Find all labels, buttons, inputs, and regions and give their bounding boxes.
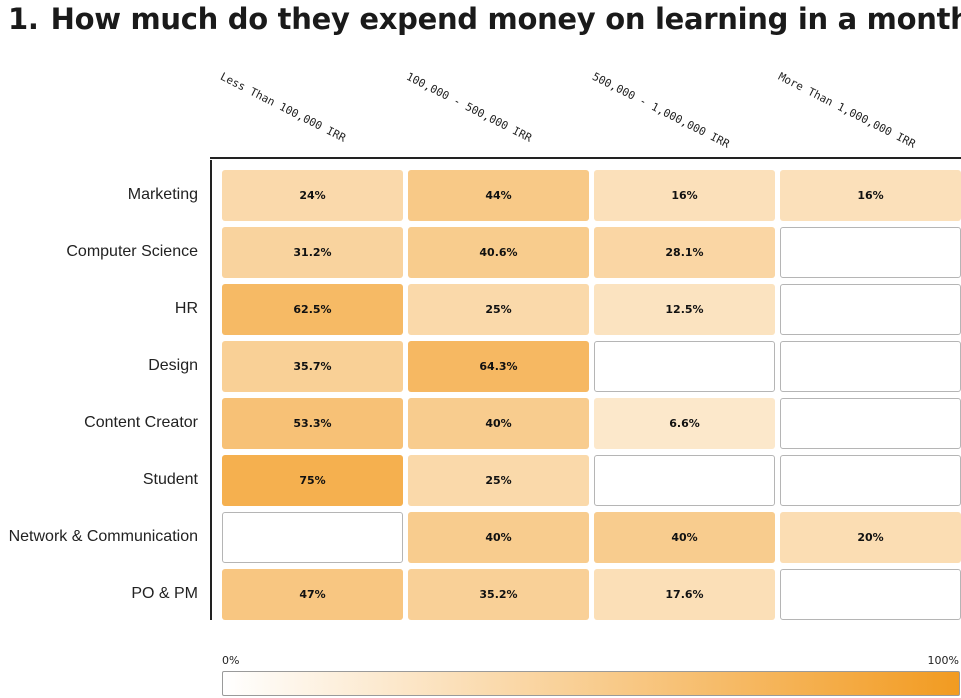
column-header: 100,000 - 500,000 IRR [404,70,534,145]
heatmap-cell [780,341,961,392]
heatmap-cell: 35.2% [408,569,589,620]
row-label: Network & Communication [8,528,198,545]
heatmap-cell: 6.6% [594,398,775,449]
heatmap-cell: 40.6% [408,227,589,278]
heatmap-cell: 12.5% [594,284,775,335]
heatmap-cell: 28.1% [594,227,775,278]
title-number: 1. [8,2,39,36]
heatmap-cell [594,341,775,392]
heatmap-cell [780,227,961,278]
row-label: Marketing [127,186,198,203]
column-header: Less Than 100,000 IRR [218,70,348,145]
legend-min-label: 0% [222,654,240,667]
heatmap-cell [780,455,961,506]
heatmap-cell: 35.7% [222,341,403,392]
heatmap-cell: 53.3% [222,398,403,449]
heatmap-cell: 16% [780,170,961,221]
heatmap-cell: 40% [594,512,775,563]
heatmap-cell [222,512,403,563]
row-label: Computer Science [66,243,198,260]
column-header: More Than 1,000,000 IRR [776,70,918,151]
heatmap-cell: 40% [408,512,589,563]
x-axis-line [210,157,961,159]
heatmap-cell: 16% [594,170,775,221]
row-label: Content Creator [84,414,198,431]
heatmap-cell: 40% [408,398,589,449]
heatmap-cell [780,398,961,449]
row-label: Design [148,357,198,374]
heatmap-cell: 64.3% [408,341,589,392]
heatmap-cell [780,284,961,335]
heatmap-cell [780,569,961,620]
page-title: 1. How much do they expend money on learn… [8,2,961,36]
heatmap-cell: 20% [780,512,961,563]
row-label: HR [174,300,198,317]
heatmap-cell: 75% [222,455,403,506]
column-header: 500,000 - 1,000,000 IRR [590,70,732,151]
heatmap-cell [594,455,775,506]
heatmap-cell: 24% [222,170,403,221]
heatmap-cell: 17.6% [594,569,775,620]
heatmap-cell: 25% [408,284,589,335]
row-label: Student [142,471,198,488]
y-axis-line [210,160,212,620]
legend-gradient-bar [222,671,960,696]
heatmap-cell: 31.2% [222,227,403,278]
heatmap-cell: 62.5% [222,284,403,335]
heatmap-cell: 47% [222,569,403,620]
legend-max-label: 100% [927,654,959,667]
title-text: How much do they expend money on learnin… [50,2,961,36]
heatmap-cell: 25% [408,455,589,506]
row-label: PO & PM [131,585,198,602]
heatmap-cell: 44% [408,170,589,221]
